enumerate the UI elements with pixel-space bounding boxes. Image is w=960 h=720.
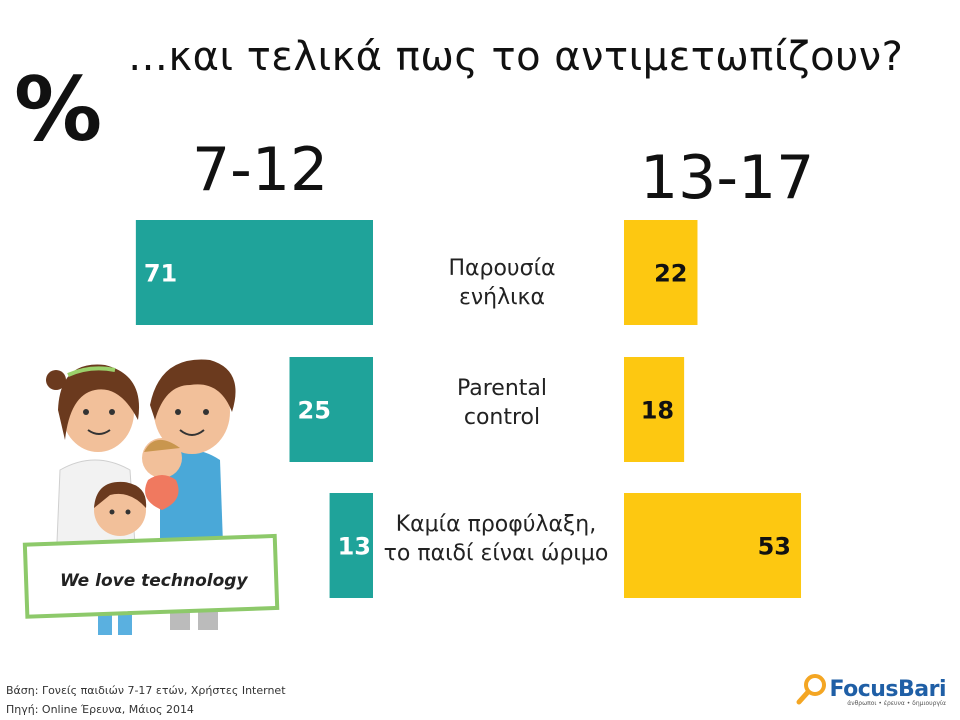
magnifier-icon [796,674,827,705]
bar-value-13-17-1: 18 [641,397,674,425]
category-label-parental-control: Parental control [372,374,632,432]
footer-base: Βάση: Γονείς παιδιών 7-17 ετών, Χρήστες … [6,684,286,697]
category-label-line: Parental [456,376,548,401]
logo-name: FocusBari [829,676,946,702]
sign-text: We love technology [60,571,248,591]
category-label-line: ενήλικα [458,285,546,310]
page-title: …και τελικά πως το αντιμετωπίζουν? [128,34,904,80]
category-label-line: control [463,405,541,430]
bar-13-17-2 [624,493,802,598]
bar-7-12-2 [329,493,373,598]
bar-13-17-0 [624,220,698,325]
category-label-line: Καμία προφύλαξη, [395,512,597,537]
bar-value-7-12-0: 71 [144,260,177,288]
bar-7-12-0 [135,220,373,325]
bar-7-12-1 [289,357,373,462]
logo-tagline: άνθρωποι • έρευνα • δημιουργία [847,700,946,707]
group-label-7-12: 7-12 [192,135,329,205]
bar-value-13-17-0: 22 [654,260,687,288]
family-illustration: We love technology [22,359,280,635]
bar-value-7-12-1: 25 [298,397,331,425]
group-label-13-17: 13-17 [640,143,815,213]
category-label-no-protection: Καμία προφύλαξη, το παιδί είναι ώριμο [366,510,626,568]
category-label-adult-presence: Παρουσία ενήλικα [372,254,632,312]
bar-value-13-17-2: 53 [758,533,791,561]
footer-source: Πηγή: Online Έρευνα, Μάιος 2014 [6,703,194,716]
category-label-line: το παιδί είναι ώριμο [383,541,609,566]
focusbari-logo: FocusBari άνθρωποι • έρευνα • δημιουργία [795,672,946,707]
bar-13-17-1 [624,357,685,462]
category-label-line: Παρουσία [448,256,556,281]
percent-symbol: % [14,58,103,161]
bar-value-7-12-2: 13 [338,533,371,561]
